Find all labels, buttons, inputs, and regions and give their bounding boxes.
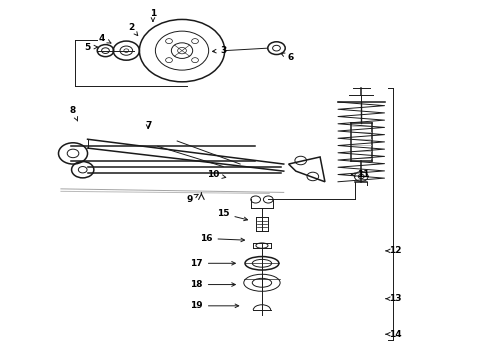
Text: 14: 14 xyxy=(386,330,401,339)
Text: 10: 10 xyxy=(207,170,226,179)
Text: 13: 13 xyxy=(386,294,401,303)
Text: 11: 11 xyxy=(351,170,370,179)
Text: 9: 9 xyxy=(186,194,198,204)
Text: 12: 12 xyxy=(386,246,401,255)
Text: 4: 4 xyxy=(99,34,111,43)
Text: 5: 5 xyxy=(84,42,98,51)
Text: 7: 7 xyxy=(145,121,151,130)
Text: 16: 16 xyxy=(200,234,245,243)
Text: 15: 15 xyxy=(217,209,247,221)
Text: 18: 18 xyxy=(190,280,235,289)
Text: 2: 2 xyxy=(128,23,138,36)
Text: 19: 19 xyxy=(190,301,239,310)
Text: 6: 6 xyxy=(281,53,294,62)
Text: 1: 1 xyxy=(150,9,156,21)
Text: 3: 3 xyxy=(213,46,226,55)
Text: 17: 17 xyxy=(190,259,235,268)
Text: 8: 8 xyxy=(70,107,77,121)
